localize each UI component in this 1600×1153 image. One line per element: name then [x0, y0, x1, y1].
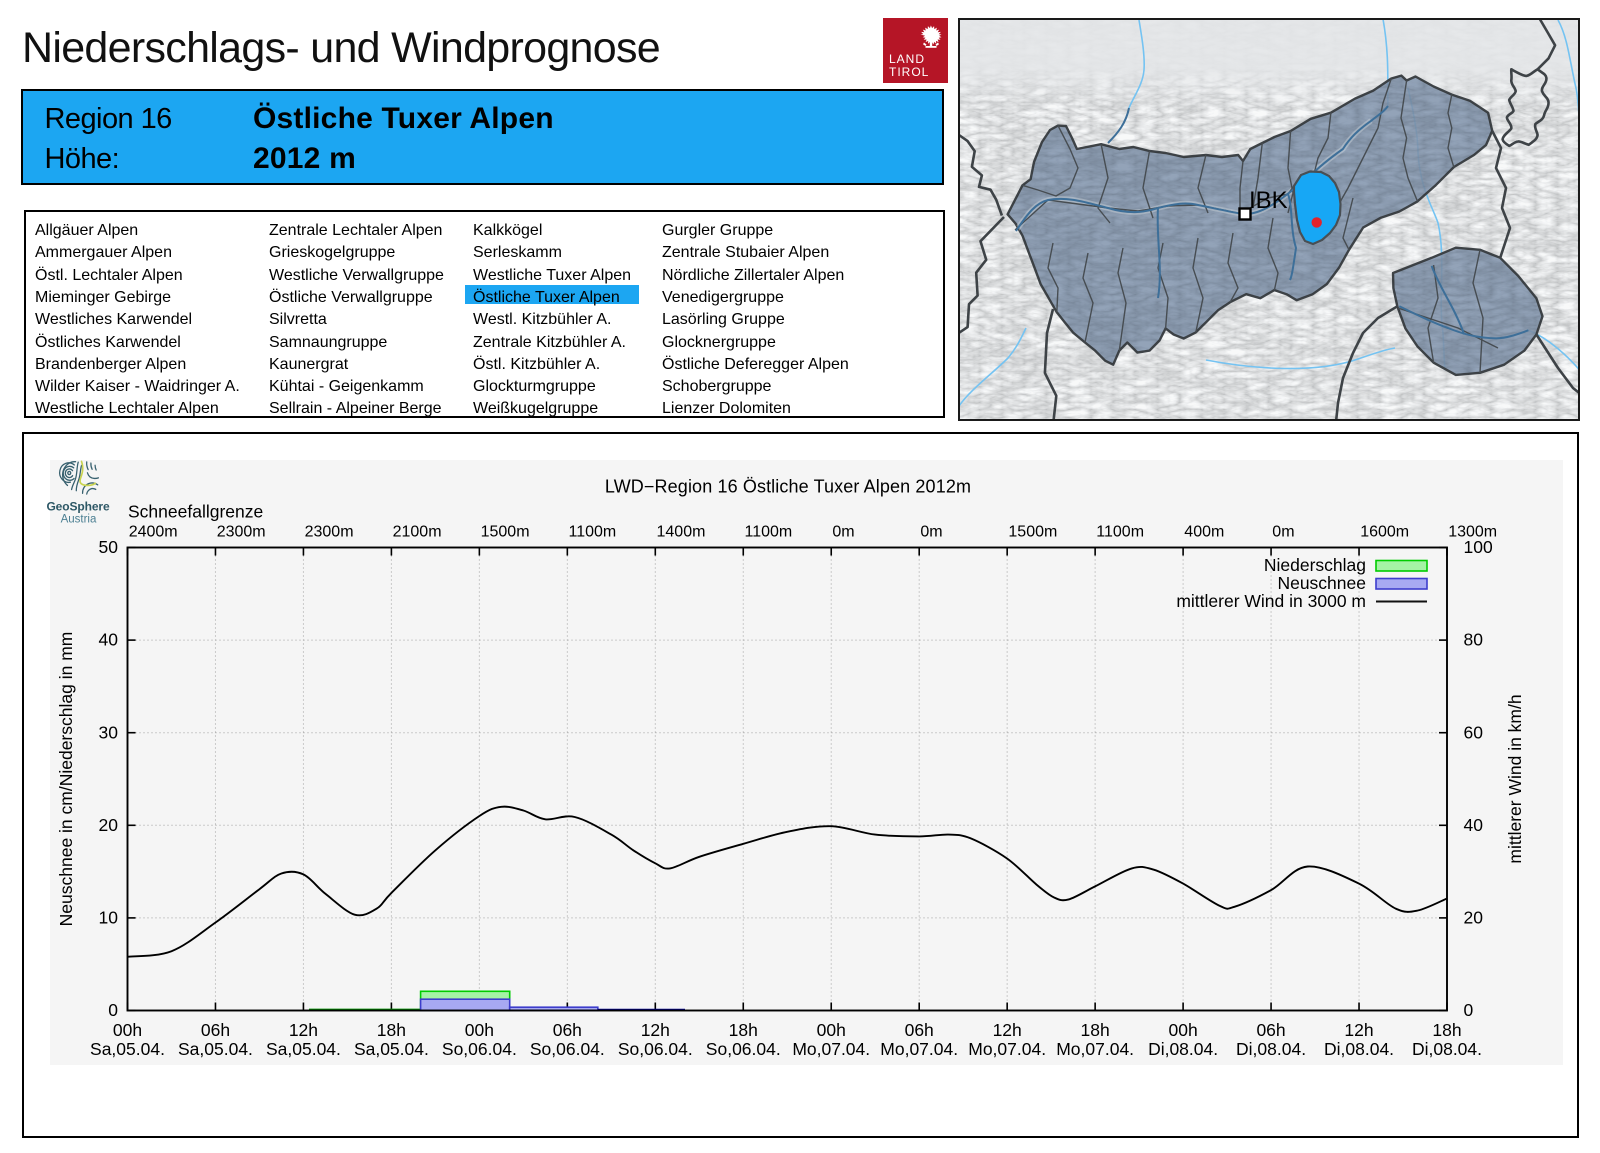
svg-text:100: 100 [1464, 537, 1493, 557]
svg-text:0m: 0m [920, 524, 942, 541]
svg-text:Neuschnee: Neuschnee [1277, 573, 1366, 593]
svg-text:12h: 12h [1344, 1020, 1373, 1040]
svg-text:Neuschnee in cm/Niederschlag i: Neuschnee in cm/Niederschlag in mm [56, 632, 76, 927]
svg-text:Mo,07.04.: Mo,07.04. [1056, 1039, 1134, 1059]
svg-text:1600m: 1600m [1360, 524, 1409, 541]
svg-text:00h: 00h [1168, 1020, 1197, 1040]
svg-text:So,06.04.: So,06.04. [530, 1039, 605, 1059]
svg-text:Di,08.04.: Di,08.04. [1148, 1039, 1218, 1059]
svg-text:0: 0 [1464, 1000, 1474, 1020]
svg-text:00h: 00h [113, 1020, 142, 1040]
svg-text:06h: 06h [553, 1020, 582, 1040]
svg-text:1500m: 1500m [481, 524, 530, 541]
svg-text:18h: 18h [377, 1020, 406, 1040]
svg-text:1100m: 1100m [745, 524, 793, 541]
svg-text:Sa,05.04.: Sa,05.04. [90, 1039, 165, 1059]
svg-text:18h: 18h [729, 1020, 758, 1040]
svg-text:20: 20 [99, 815, 119, 835]
svg-text:10: 10 [99, 908, 119, 928]
svg-text:2300m: 2300m [217, 524, 266, 541]
svg-text:2300m: 2300m [305, 524, 354, 541]
svg-text:Austria: Austria [61, 513, 97, 525]
svg-text:12h: 12h [993, 1020, 1022, 1040]
svg-text:1400m: 1400m [657, 524, 706, 541]
svg-text:1500m: 1500m [1008, 524, 1057, 541]
svg-text:18h: 18h [1081, 1020, 1110, 1040]
svg-text:Di,08.04.: Di,08.04. [1324, 1039, 1394, 1059]
svg-text:1100m: 1100m [569, 524, 617, 541]
svg-text:00h: 00h [817, 1020, 846, 1040]
svg-text:Sa,05.04.: Sa,05.04. [354, 1039, 429, 1059]
svg-text:06h: 06h [201, 1020, 230, 1040]
svg-text:2400m: 2400m [129, 524, 178, 541]
svg-text:Schneefallgrenze: Schneefallgrenze [128, 502, 263, 522]
svg-text:Di,08.04.: Di,08.04. [1412, 1039, 1482, 1059]
svg-text:Niederschlag: Niederschlag [1264, 555, 1366, 575]
svg-text:Mo,07.04.: Mo,07.04. [880, 1039, 958, 1059]
svg-text:06h: 06h [1256, 1020, 1285, 1040]
svg-text:Sa,05.04.: Sa,05.04. [266, 1039, 341, 1059]
svg-text:So,06.04.: So,06.04. [442, 1039, 517, 1059]
svg-text:60: 60 [1464, 722, 1484, 742]
svg-text:12h: 12h [289, 1020, 318, 1040]
svg-text:0: 0 [108, 1000, 118, 1020]
svg-text:mittlerer Wind in 3000 m: mittlerer Wind in 3000 m [1176, 591, 1366, 611]
svg-text:40: 40 [1464, 815, 1484, 835]
svg-text:50: 50 [99, 537, 119, 557]
svg-text:40: 40 [99, 630, 119, 650]
svg-text:Di,08.04.: Di,08.04. [1236, 1039, 1306, 1059]
svg-text:Mo,07.04.: Mo,07.04. [968, 1039, 1046, 1059]
svg-text:So,06.04.: So,06.04. [618, 1039, 693, 1059]
svg-text:12h: 12h [641, 1020, 670, 1040]
svg-text:0m: 0m [832, 524, 854, 541]
svg-text:400m: 400m [1184, 524, 1224, 541]
svg-text:80: 80 [1464, 630, 1484, 650]
svg-text:Mo,07.04.: Mo,07.04. [792, 1039, 870, 1059]
svg-text:1100m: 1100m [1096, 524, 1144, 541]
svg-text:2100m: 2100m [393, 524, 442, 541]
svg-text:20: 20 [1464, 908, 1484, 928]
svg-text:00h: 00h [465, 1020, 494, 1040]
svg-text:GeoSphere: GeoSphere [46, 499, 110, 513]
svg-text:LWD−Region 16 Östliche Tuxer A: LWD−Region 16 Östliche Tuxer Alpen 2012m [605, 476, 971, 496]
svg-text:06h: 06h [905, 1020, 934, 1040]
svg-text:30: 30 [99, 722, 119, 742]
svg-text:0m: 0m [1272, 524, 1294, 541]
svg-text:IBK: IBK [1249, 187, 1288, 214]
svg-text:1300m: 1300m [1448, 524, 1497, 541]
svg-text:So,06.04.: So,06.04. [706, 1039, 781, 1059]
svg-text:Sa,05.04.: Sa,05.04. [178, 1039, 253, 1059]
svg-text:18h: 18h [1432, 1020, 1461, 1040]
svg-text:mittlerer Wind in km/h: mittlerer Wind in km/h [1505, 694, 1525, 863]
